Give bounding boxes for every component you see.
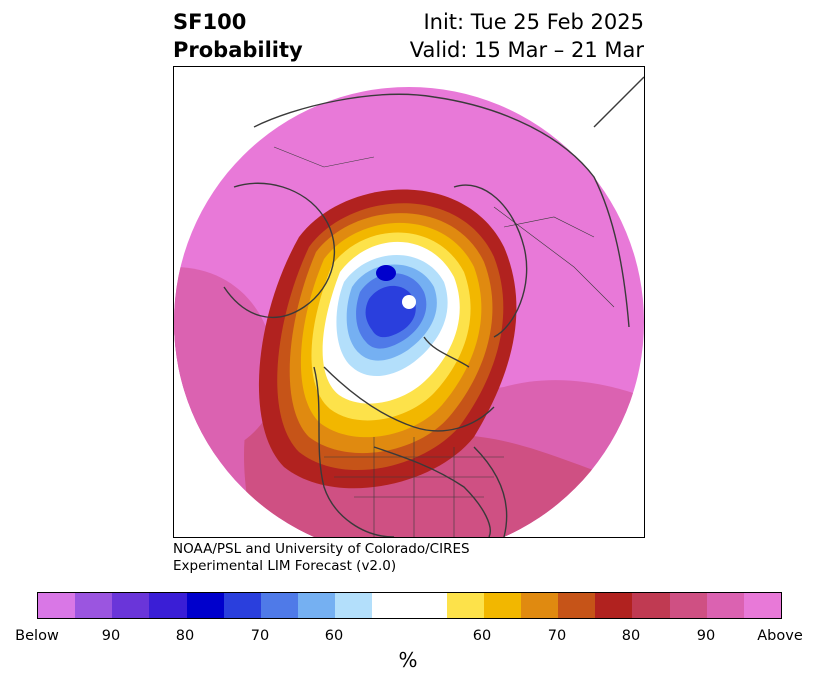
color-legend-swatch [669, 593, 707, 618]
color-legend-swatch [260, 593, 299, 618]
probability-map [174, 76, 644, 537]
pole-marker [402, 295, 416, 309]
title-line-2: Probability [173, 38, 303, 62]
color-legend-tick-label: 80 [175, 628, 195, 644]
forecast-dates: Init: Tue 25 Feb 2025 Valid: 15 Mar – 21… [410, 8, 644, 64]
title-line-1: SF100 [173, 10, 247, 34]
init-date: Init: Tue 25 Feb 2025 [423, 10, 644, 34]
color-legend-tick-label: Below [15, 628, 59, 644]
credit-line-2: Experimental LIM Forecast (v2.0) [173, 558, 397, 574]
color-legend-tick-label: Above [757, 628, 803, 644]
color-legend-tick-label: 60 [324, 628, 344, 644]
color-legend-tick-label: 70 [250, 628, 270, 644]
color-legend-tick-label: 80 [621, 628, 641, 644]
color-legend-tick-label: 60 [472, 628, 492, 644]
credit-line-1: NOAA/PSL and University of Colorado/CIRE… [173, 541, 470, 557]
color-legend-swatch [186, 593, 224, 618]
color-legend-unit: % [398, 648, 418, 672]
color-legend-swatch [149, 593, 187, 618]
color-legend-swatch [446, 593, 484, 618]
color-legend-bar [37, 592, 782, 619]
color-legend-swatch [558, 593, 596, 618]
valid-range: Valid: 15 Mar – 21 Mar [409, 38, 644, 62]
color-legend-tick-label: 90 [101, 628, 121, 644]
color-legend-swatch [595, 593, 633, 618]
coastlines [223, 76, 644, 537]
color-legend-swatch [298, 593, 336, 618]
map-panel [173, 66, 645, 538]
region-most-below [376, 265, 396, 281]
color-legend-swatch [38, 593, 76, 618]
color-legend-swatch [483, 593, 522, 618]
probability-fill [174, 87, 644, 537]
color-legend-swatch [75, 593, 113, 618]
color-legend-tick-label: 70 [547, 628, 567, 644]
color-legend-swatch [521, 593, 559, 618]
color-legend-swatch [112, 593, 150, 618]
map-title: SF100 Probability [173, 8, 303, 64]
color-legend-swatch [743, 593, 782, 618]
color-legend-swatch [706, 593, 744, 618]
color-legend-swatch [335, 593, 373, 618]
band-90-west [174, 267, 276, 467]
color-legend-swatch [372, 593, 447, 618]
color-legend-tick-label: 90 [696, 628, 716, 644]
credit-text: NOAA/PSL and University of Colorado/CIRE… [173, 541, 470, 575]
color-legend-swatch [632, 593, 670, 618]
political-borders [273, 146, 615, 537]
color-legend-swatch [223, 593, 261, 618]
